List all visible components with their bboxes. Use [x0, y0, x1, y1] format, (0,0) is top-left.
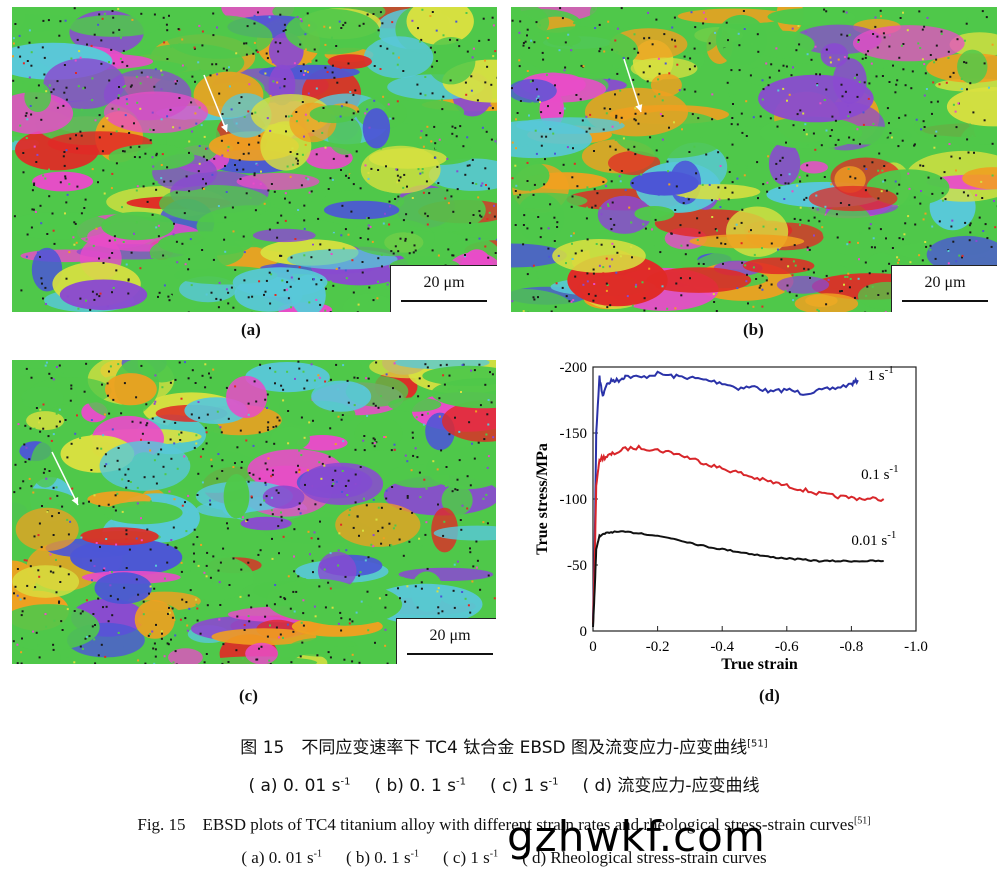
arrow-icon — [623, 58, 642, 113]
cn-sub-text-0: ( a) 0. 01 s — [248, 776, 341, 796]
series-line-0 — [592, 370, 859, 621]
caption-cn-ref: [51] — [747, 738, 768, 750]
caption-en-title-text: Fig. 15 EBSD plots of TC4 titanium alloy… — [137, 815, 854, 834]
panel-label-a: (a) — [241, 320, 261, 339]
cn-sub-sup-1: -1 — [456, 776, 467, 788]
arrow-icon — [51, 451, 79, 506]
cn-sub-0: ( a) 0. 01 s-1 — [248, 776, 350, 796]
panel-label-b: (b) — [743, 320, 764, 339]
cn-sub-1: ( b) 0. 1 s-1 — [374, 776, 466, 796]
en-sub-sup-2: -1 — [489, 848, 499, 860]
y-tick-label: -150 — [560, 426, 588, 442]
y-tick-label: 0 — [580, 624, 588, 640]
scale-bar-b: 20 μm — [891, 265, 997, 312]
cn-sub-3: ( d) 流变应力-应变曲线 — [583, 771, 760, 796]
en-sub-1: ( b) 0. 1 s-1 — [346, 848, 419, 868]
en-sub-text-0: ( a) 0. 01 s — [241, 848, 314, 867]
cn-sub-2: ( c) 1 s-1 — [490, 776, 558, 796]
x-axis-label: True strain — [721, 656, 798, 673]
scale-bar-c: 20 μm — [396, 618, 496, 664]
panel-label-c: (c) — [239, 686, 258, 705]
cn-sub-sup-2: -1 — [548, 776, 559, 788]
en-sub-sup-1: -1 — [410, 848, 419, 860]
en-sub-2: ( c) 1 s-1 — [443, 848, 498, 868]
y-tick-label: -100 — [560, 492, 588, 508]
scale-bar-a: 20 μm — [390, 265, 497, 312]
en-sub-text-3: ( d) Rheological stress-strain curves — [522, 848, 767, 867]
cn-sub-text-2: ( c) 1 s — [490, 776, 549, 796]
arrow-icon — [203, 74, 228, 133]
en-sub-0: ( a) 0. 01 s-1 — [241, 848, 322, 868]
cn-sub-text-3: ( d) 流变应力-应变曲线 — [582, 776, 760, 796]
en-sub-sup-0: -1 — [313, 848, 322, 860]
y-axis-label: True stress/MPa — [534, 443, 551, 555]
ebsd-map-c: 20 μm — [12, 360, 496, 664]
x-tick-label: 0 — [589, 639, 597, 655]
en-sub-3: ( d) Rheological stress-strain curves — [522, 848, 767, 868]
series-annotation-2: 0.01 s-1 — [851, 529, 896, 549]
x-tick-label: -0.6 — [775, 639, 799, 655]
scale-bar-label-a: 20 μm — [423, 274, 465, 291]
caption-cn-title-text: 图 15 不同应变速率下 TC4 钛合金 EBSD 图及流变应力-应变曲线 — [240, 738, 748, 758]
ebsd-image-c — [12, 360, 496, 664]
series-annotation-1: 0.1 s-1 — [861, 463, 899, 483]
x-tick-label: -0.4 — [710, 639, 734, 655]
caption-cn-subs: ( a) 0. 01 s-1( b) 0. 1 s-1( c) 1 s-1( d… — [0, 771, 1008, 796]
caption-en-ref: [51] — [853, 815, 871, 827]
caption-en-title: Fig. 15 EBSD plots of TC4 titanium alloy… — [0, 810, 1008, 835]
x-tick-label: -0.8 — [840, 639, 864, 655]
ebsd-image-b — [511, 7, 997, 312]
scale-bar-label-c: 20 μm — [429, 627, 471, 644]
x-tick-label: -0.2 — [646, 639, 670, 655]
series-line-1 — [592, 444, 885, 625]
x-tick-label: -1.0 — [904, 639, 928, 655]
ebsd-map-b: 20 μm — [511, 7, 997, 312]
en-sub-text-2: ( c) 1 s — [443, 848, 490, 867]
chart-svg: -200 -150 -100 -50 00 -0.2 -0.4 -0.6 -0.8 -1.0 Tru… — [534, 360, 928, 673]
cn-sub-text-1: ( b) 0. 1 s — [374, 776, 457, 796]
cn-sub-sup-0: -1 — [340, 776, 351, 788]
caption-en-subs: ( a) 0. 01 s-1( b) 0. 1 s-1( c) 1 s-1( d… — [0, 848, 1008, 868]
stress-strain-chart: -200 -150 -100 -50 0 0 -0.2 -0.4 -0.6 -0.8 -1.0 Tru… — [525, 355, 1000, 685]
panel-label-d: (d) — [759, 686, 780, 705]
y-tick-label: -200 — [560, 360, 588, 376]
series-annotation-0: 1 s-1 — [868, 364, 894, 384]
ebsd-map-a: 20 μm — [12, 7, 497, 312]
en-sub-text-1: ( b) 0. 1 s — [345, 848, 411, 867]
watermark: gzhwkf.com — [507, 812, 766, 861]
scale-bar-label-b: 20 μm — [924, 274, 966, 291]
caption-cn-title: 图 15 不同应变速率下 TC4 钛合金 EBSD 图及流变应力-应变曲线[51… — [0, 733, 1008, 758]
series-line-2 — [592, 530, 884, 628]
y-tick-label: -50 — [567, 558, 587, 574]
